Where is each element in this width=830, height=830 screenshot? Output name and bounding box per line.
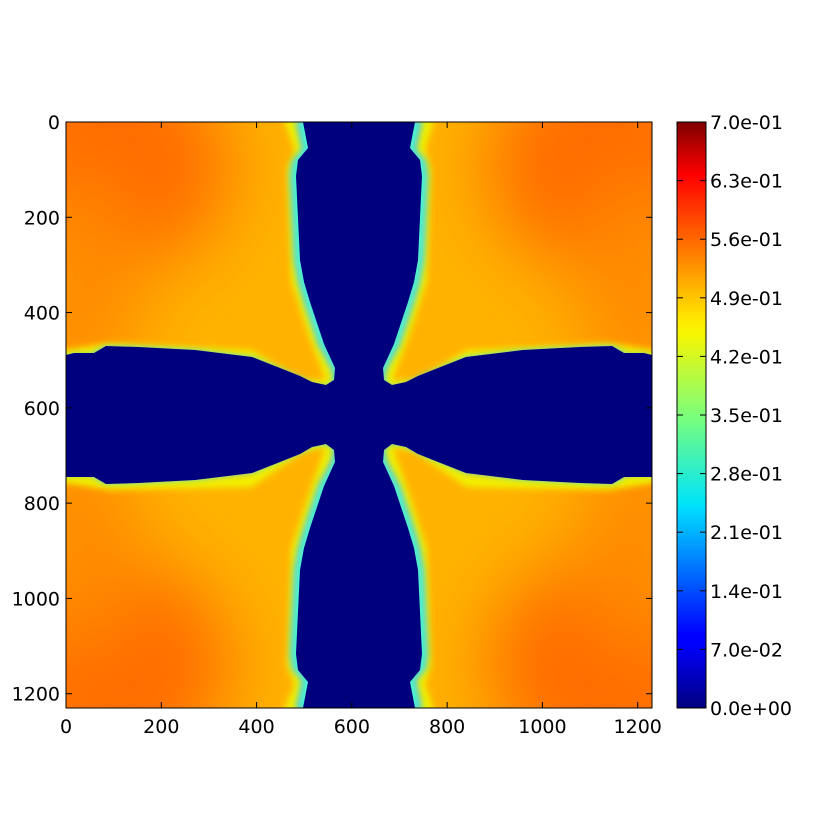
y-tick-label: 0 xyxy=(48,112,60,134)
plot-frame xyxy=(65,121,653,709)
colorbar-tick-label: 2.8e-01 xyxy=(710,464,783,486)
colorbar-tick-label: 5.6e-01 xyxy=(710,229,783,251)
x-tick-label: 0 xyxy=(60,716,72,738)
colorbar-tick-label: 4.9e-01 xyxy=(710,288,783,310)
x-tick-label: 600 xyxy=(334,716,370,738)
colorbar-tick-label: 1.4e-01 xyxy=(710,581,783,603)
x-tick-label: 800 xyxy=(429,716,465,738)
zero-cross-region xyxy=(66,122,652,708)
colorbar-tick-label: 3.5e-01 xyxy=(710,405,783,427)
y-axis: 0 200 400 600 800 1000 1200 xyxy=(12,112,652,706)
x-tick-label: 200 xyxy=(143,716,179,738)
colorbar-tick-label: 7.0e-01 xyxy=(710,112,783,134)
y-tick-label: 800 xyxy=(24,493,60,515)
heatmap-plot-area xyxy=(66,122,652,708)
colorbar-tick-label: 2.1e-01 xyxy=(710,522,783,544)
y-tick-label: 600 xyxy=(24,398,60,420)
x-axis: 0 200 400 600 800 1000 1200 xyxy=(60,122,662,738)
x-tick-label: 400 xyxy=(238,716,274,738)
x-tick-label: 1000 xyxy=(518,716,566,738)
y-tick-label: 1200 xyxy=(12,684,60,706)
y-tick-label: 200 xyxy=(24,207,60,229)
colorbar-ticks: 0.0e+00 7.0e-02 1.4e-01 2.1e-01 2.8e-01 3.5e-… xyxy=(677,112,792,720)
colorbar-tick-label: 0.0e+00 xyxy=(710,698,792,720)
colorbar-tick-label: 7.0e-02 xyxy=(710,639,783,661)
y-tick-label: 400 xyxy=(24,303,60,325)
y-tick-label: 1000 xyxy=(12,588,60,610)
colorbar-tick-label: 6.3e-01 xyxy=(710,171,783,193)
x-tick-label: 1200 xyxy=(614,716,662,738)
colorbar: 0.0e+00 7.0e-02 1.4e-01 2.1e-01 2.8e-01 3.5e-… xyxy=(676,112,792,720)
colorbar-tick-label: 4.2e-01 xyxy=(710,346,783,368)
